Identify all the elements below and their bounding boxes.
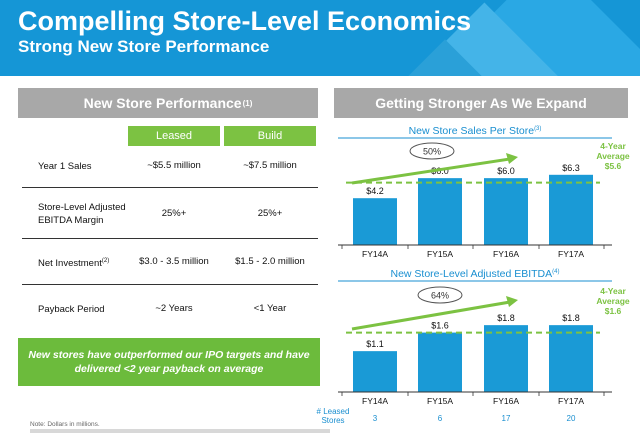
cell-year1-sales-leased: ~$5.5 million (147, 160, 201, 171)
growth-bubble (409, 142, 455, 160)
row-divider (22, 238, 318, 239)
leased-stores-count: 20 (567, 414, 576, 423)
bar-value-label: $4.2 (366, 186, 384, 196)
leased-stores-count: 3 (373, 414, 378, 423)
row-label-text: Year 1 Sales (38, 161, 92, 172)
column-header-leased: Leased (128, 126, 220, 146)
footnote-blurred (30, 429, 330, 433)
bar-value-label: $6.0 (497, 166, 515, 176)
cell-year1-sales-build: ~$7.5 million (243, 160, 297, 171)
cell-net-investment-build: $1.5 - 2.0 million (235, 256, 305, 267)
bar-value-label: $1.6 (431, 321, 449, 331)
bar (549, 174, 593, 245)
bar-value-label: $1.8 (497, 313, 515, 323)
getting-stronger-heading: Getting Stronger As We Expand (334, 88, 628, 118)
bar-value-label: $1.1 (366, 339, 384, 349)
growth-arrowhead (506, 153, 518, 164)
x-tick-label: FY16A (493, 249, 519, 259)
row-label-text: Net Investment (38, 258, 102, 270)
row-label-text: Payback Period (38, 304, 105, 315)
growth-arrowhead (506, 296, 518, 307)
growth-label: 64% (431, 291, 449, 301)
bar (418, 332, 462, 392)
new-store-performance-heading: New Store Performance (1) (18, 88, 318, 118)
leased-stores-count: 17 (502, 414, 511, 423)
footnote: Note: Dollars in millions. (30, 421, 100, 428)
bar (484, 325, 528, 392)
cell-payback-leased: ~2 Years (155, 303, 193, 314)
row-divider (22, 187, 318, 188)
x-tick-label: FY17A (558, 396, 584, 406)
row-divider (22, 284, 318, 285)
growth-bubble (417, 286, 463, 304)
x-tick-label: FY15A (427, 249, 453, 259)
bar (353, 351, 397, 392)
row-footnote-mark: (2) (101, 258, 110, 264)
cell-net-investment-leased: $3.0 - 3.5 million (139, 256, 209, 267)
row-label-net-investment: Net Investment(2) (38, 255, 109, 270)
growth-arrow (351, 300, 511, 331)
growth-label: 50% (423, 147, 441, 157)
x-tick-label: FY14A (362, 396, 388, 406)
bar (484, 178, 528, 245)
x-tick-label: FY17A (558, 249, 584, 259)
chart-title: New Store Sales Per Store(3) (409, 125, 542, 137)
bar (549, 325, 593, 392)
row-label-ebitda-margin: Store-Level Adjusted EBITDA Margin (38, 201, 126, 227)
chart-title: New Store-Level Adjusted EBITDA(4) (390, 268, 559, 280)
column-header-build: Build (224, 126, 316, 146)
average-label: 4-Year (600, 141, 626, 151)
x-tick-label: FY16A (493, 396, 519, 406)
bar-value-label: $6.3 (562, 163, 580, 173)
average-label: 4-Year (600, 286, 626, 296)
cell-ebitda-margin-leased: 25%+ (161, 208, 187, 219)
cell-payback-build: <1 Year (253, 303, 287, 314)
leased-stores-label: Stores (321, 416, 344, 425)
row-label-text: Store-Level Adjusted (38, 202, 126, 213)
bar-value-label: $1.8 (562, 313, 580, 323)
header-banner: Compelling Store-Level Economics Strong … (0, 0, 640, 76)
x-tick-label: FY14A (362, 249, 388, 259)
bar (418, 178, 462, 245)
row-label-text: EBITDA Margin (38, 215, 104, 226)
page-subtitle: Strong New Store Performance (18, 37, 270, 56)
heading-text: New Store Performance (83, 95, 242, 111)
average-label: $5.6 (605, 161, 622, 171)
page-title: Compelling Store-Level Economics (18, 6, 472, 36)
leased-stores-count: 6 (438, 414, 443, 423)
row-label-payback-period: Payback Period (38, 303, 105, 316)
average-label: Average (596, 151, 630, 161)
x-tick-label: FY15A (427, 396, 453, 406)
leased-stores-label: # Leased (317, 407, 350, 416)
heading-footnote-mark: (1) (242, 98, 253, 108)
growth-arrow (351, 157, 511, 185)
cell-ebitda-margin-build: 25%+ (257, 208, 283, 219)
average-label: Average (596, 296, 630, 306)
bar (353, 198, 397, 245)
callout-banner: New stores have outperformed our IPO tar… (18, 338, 320, 386)
row-label-year1-sales: Year 1 Sales (38, 160, 92, 173)
average-label: $1.6 (605, 306, 622, 316)
